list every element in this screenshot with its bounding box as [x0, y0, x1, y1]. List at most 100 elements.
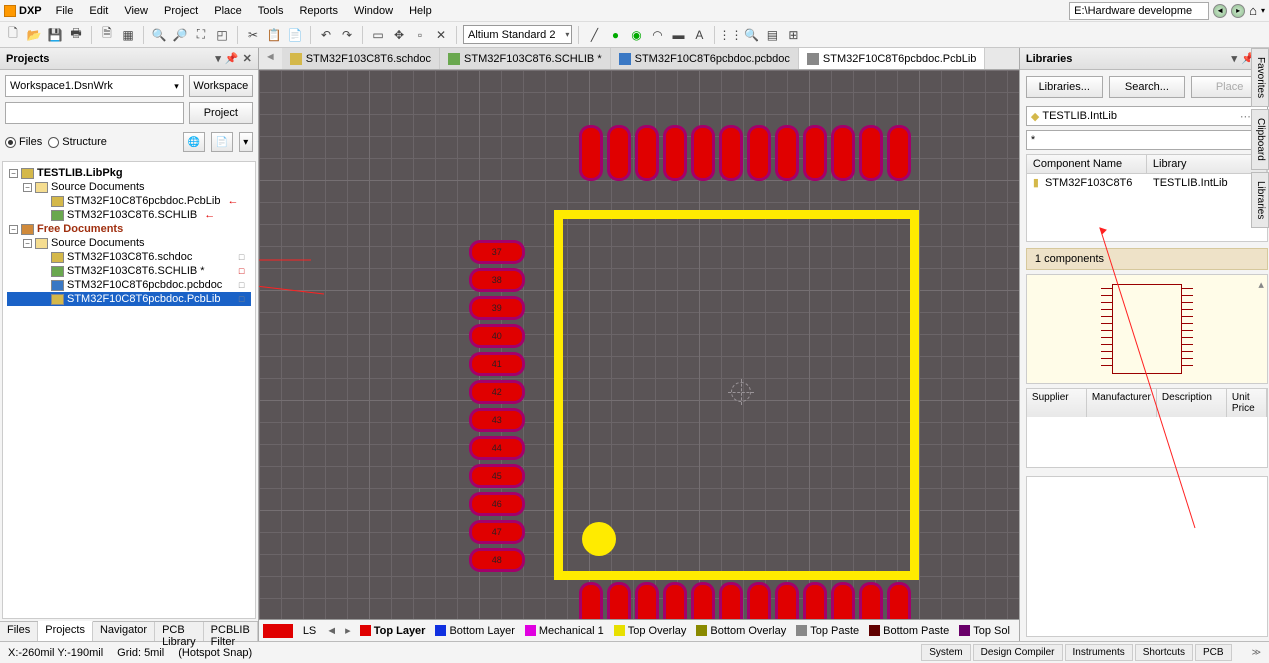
- align-tool-icon[interactable]: ▤: [763, 26, 781, 44]
- expand-icon[interactable]: −: [23, 239, 32, 248]
- cut-icon[interactable]: ✂: [244, 26, 262, 44]
- tree-node[interactable]: STM32F103C8T6.SCHLIB *□: [7, 264, 251, 278]
- project-button[interactable]: Project: [189, 102, 253, 124]
- expand-icon[interactable]: −: [23, 183, 32, 192]
- menu-edit[interactable]: Edit: [81, 2, 116, 20]
- select-icon[interactable]: ▭: [369, 26, 387, 44]
- col-library[interactable]: Library: [1147, 155, 1267, 173]
- pad[interactable]: [663, 582, 687, 619]
- pad[interactable]: 46: [469, 492, 525, 516]
- fill-tool-icon[interactable]: ▬: [669, 26, 687, 44]
- menu-project[interactable]: Project: [156, 2, 206, 20]
- supplier-table[interactable]: SupplierManufacturerDescriptionUnit Pric…: [1026, 388, 1268, 468]
- new-icon[interactable]: 🗋: [4, 26, 22, 44]
- pad[interactable]: [747, 582, 771, 619]
- status-tab-pcb[interactable]: PCB: [1195, 644, 1232, 661]
- doc-tab[interactable]: STM32F103C8T6.SCHLIB *: [440, 48, 611, 69]
- expand-icon[interactable]: −: [9, 169, 18, 178]
- layer-tab[interactable]: Bottom Overlay: [691, 625, 791, 637]
- expand-icon[interactable]: −: [9, 225, 18, 234]
- tree-node[interactable]: STM32F10C8T6pcbdoc.PcbLib□: [7, 292, 251, 306]
- menu-view[interactable]: View: [116, 2, 156, 20]
- col-component-name[interactable]: Component Name: [1027, 155, 1147, 173]
- status-tab-design-compiler[interactable]: Design Compiler: [973, 644, 1063, 661]
- side-tab-libraries[interactable]: Libraries: [1251, 172, 1269, 228]
- layer-tab[interactable]: Bottom Layer: [430, 625, 519, 637]
- paste-icon[interactable]: 📄: [286, 26, 304, 44]
- tree-node[interactable]: STM32F103C8T6.SCHLIB←: [7, 208, 251, 222]
- pad[interactable]: [859, 582, 883, 619]
- pad[interactable]: [747, 125, 771, 181]
- line-tool-icon[interactable]: ╱: [585, 26, 603, 44]
- side-tab-clipboard[interactable]: Clipboard: [1251, 109, 1269, 170]
- text-tool-icon[interactable]: A: [690, 26, 708, 44]
- status-tab-instruments[interactable]: Instruments: [1065, 644, 1133, 661]
- nav-fwd-button[interactable]: ▸: [1231, 4, 1245, 18]
- pcb-canvas[interactable]: 373839404142434445464748: [259, 70, 1019, 619]
- preview-icon[interactable]: 🗎: [98, 26, 116, 44]
- workspace-config-combo[interactable]: Altium Standard 2: [463, 25, 572, 44]
- pad[interactable]: [803, 125, 827, 181]
- pad[interactable]: [719, 582, 743, 619]
- workspace-button[interactable]: Workspace: [189, 75, 253, 97]
- clear-icon[interactable]: ✕: [432, 26, 450, 44]
- pad[interactable]: [579, 582, 603, 619]
- left-tab-files[interactable]: Files: [0, 622, 38, 641]
- tab-scroll-left[interactable]: ◄: [259, 48, 282, 69]
- tree-node[interactable]: STM32F10C8T6pcbdoc.PcbLib←: [7, 194, 251, 208]
- workspace-combo[interactable]: Workspace1.DsnWrk: [5, 75, 184, 97]
- deselect-icon[interactable]: ▫: [411, 26, 429, 44]
- zoom-fit-icon[interactable]: ⛶: [192, 26, 210, 44]
- left-tab-projects[interactable]: Projects: [38, 621, 93, 641]
- layer-tab[interactable]: Top Paste: [791, 625, 864, 637]
- pad[interactable]: [607, 125, 631, 181]
- nav-back-button[interactable]: ◄: [1213, 4, 1227, 18]
- component-table[interactable]: Component Name Library ▮ STM32F103C8T6 T…: [1026, 154, 1268, 242]
- zoom-in-icon[interactable]: 🔍: [150, 26, 168, 44]
- via-tool-icon[interactable]: ◉: [627, 26, 645, 44]
- supplier-col[interactable]: Supplier: [1027, 389, 1087, 417]
- status-tab-shortcuts[interactable]: Shortcuts: [1135, 644, 1193, 661]
- pad[interactable]: [803, 582, 827, 619]
- layer-next-icon[interactable]: ▸: [341, 624, 355, 637]
- layer-tab[interactable]: Bottom Paste: [864, 625, 954, 637]
- tree-node[interactable]: −Free Documents: [7, 222, 251, 236]
- pad[interactable]: [831, 125, 855, 181]
- copy-icon[interactable]: 📋: [265, 26, 283, 44]
- menu-file[interactable]: File: [48, 2, 82, 20]
- layer-tab[interactable]: Mechanical 1: [520, 625, 609, 637]
- tree-node[interactable]: −Source Documents: [7, 236, 251, 250]
- left-tab-pcblib-filter[interactable]: PCBLIB Filter: [204, 622, 258, 641]
- library-filter[interactable]: *: [1026, 130, 1268, 150]
- zoom-out-icon[interactable]: 🔎: [171, 26, 189, 44]
- doc-tab[interactable]: STM32F103C8T6.schdoc: [282, 48, 440, 69]
- pad[interactable]: 42: [469, 380, 525, 404]
- supplier-col[interactable]: Unit Price: [1227, 389, 1267, 417]
- find-tool-icon[interactable]: 🔍: [742, 26, 760, 44]
- tree-node[interactable]: −Source Documents: [7, 180, 251, 194]
- pad[interactable]: [607, 582, 631, 619]
- pad[interactable]: [635, 125, 659, 181]
- panel-menu-icon[interactable]: ▾: [215, 52, 221, 65]
- structure-radio[interactable]: Structure: [48, 136, 107, 148]
- arc-tool-icon[interactable]: ◠: [648, 26, 666, 44]
- doc-tab[interactable]: STM32F10C8T6pcbdoc.PcbLib: [799, 48, 985, 69]
- pad[interactable]: 45: [469, 464, 525, 488]
- menu-place[interactable]: Place: [206, 2, 250, 20]
- pad[interactable]: [831, 582, 855, 619]
- pad[interactable]: 40: [469, 324, 525, 348]
- layer-tab[interactable]: Top Sol: [954, 625, 1015, 637]
- left-tab-navigator[interactable]: Navigator: [93, 622, 155, 641]
- config-button[interactable]: 📄: [211, 132, 233, 152]
- pad[interactable]: 48: [469, 548, 525, 572]
- pad[interactable]: 39: [469, 296, 525, 320]
- panel-menu-icon[interactable]: ▾: [1231, 52, 1237, 65]
- pad[interactable]: [775, 125, 799, 181]
- component-row[interactable]: ▮ STM32F103C8T6 TESTLIB.IntLib: [1027, 174, 1267, 191]
- layer-set-label[interactable]: LS: [297, 625, 322, 637]
- pad[interactable]: [859, 125, 883, 181]
- layer-prev-icon[interactable]: ◄: [322, 625, 341, 637]
- print-icon[interactable]: 🖶: [67, 26, 85, 44]
- files-radio[interactable]: Files: [5, 136, 42, 148]
- grid-tool-icon[interactable]: ⊞: [784, 26, 802, 44]
